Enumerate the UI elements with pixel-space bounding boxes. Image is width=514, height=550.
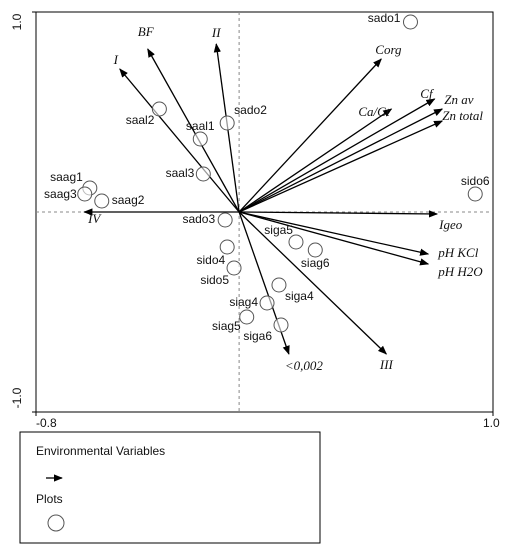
variable-arrow — [239, 210, 439, 218]
variable-label: II — [211, 25, 221, 40]
variable-arrow — [119, 68, 240, 213]
plot-point — [151, 101, 167, 117]
variable-label: Corg — [375, 42, 402, 57]
plot-point — [307, 242, 323, 258]
variable-arrow — [238, 211, 430, 256]
plot-point — [217, 212, 233, 228]
plot-label: saal2 — [126, 113, 155, 127]
plot-point — [219, 239, 235, 255]
variable-label: I — [113, 52, 119, 67]
plot-label: sado2 — [234, 103, 267, 117]
y-tick-label: -1.0 — [10, 387, 24, 408]
plot-label: siga5 — [264, 223, 293, 237]
legend-box — [19, 431, 321, 544]
plot-label: siga6 — [243, 329, 272, 343]
variable-arrow — [238, 108, 393, 213]
y-tick-label: 1.0 — [10, 13, 24, 30]
plot-point — [271, 277, 287, 293]
variable-arrow — [238, 98, 436, 213]
variable-arrow — [238, 211, 430, 266]
plot-point — [402, 14, 418, 30]
plot-label: saal3 — [166, 166, 195, 180]
plot-label: sado1 — [368, 11, 401, 25]
variable-label: pH KCl — [437, 245, 478, 260]
plot-label: siag6 — [301, 256, 330, 270]
plot-label: siag4 — [229, 295, 258, 309]
variable-label: III — [379, 357, 394, 372]
plot-label: saal1 — [186, 119, 215, 133]
plot-point — [226, 260, 242, 276]
legend-circle — [47, 514, 65, 532]
variable-label: BF — [138, 24, 155, 39]
plot-point — [195, 166, 211, 182]
variable-label: IV — [87, 211, 102, 226]
variable-arrow — [238, 108, 444, 213]
variable-label: Igeo — [438, 217, 463, 232]
variable-arrow — [238, 58, 382, 213]
x-tick-label: -0.8 — [36, 416, 57, 430]
variable-label: Cf — [420, 86, 435, 101]
legend-label: Plots — [36, 492, 63, 506]
plot-point — [192, 131, 208, 147]
plot-point — [467, 186, 483, 202]
plot-label: saag1 — [50, 170, 83, 184]
plot-point — [273, 317, 289, 333]
plot-label: sido5 — [200, 273, 229, 287]
plot-point — [219, 115, 235, 131]
plot-label: siag5 — [212, 319, 241, 333]
plot-label: saag3 — [44, 187, 77, 201]
plot-point — [77, 186, 93, 202]
plot-point — [94, 193, 110, 209]
plot-point — [288, 234, 304, 250]
plot-point — [239, 309, 255, 325]
variable-label: <0,002 — [285, 358, 324, 373]
x-tick-label: 1.0 — [483, 416, 500, 430]
variable-label: Zn total — [442, 108, 483, 123]
legend-label: Environmental Variables — [36, 444, 165, 458]
plot-label: saag2 — [112, 193, 145, 207]
plot-label: sado3 — [182, 212, 215, 226]
plot-label: sido6 — [461, 174, 490, 188]
variable-arrow — [238, 211, 388, 355]
variable-label: Ca/Ct — [358, 104, 389, 119]
plot-label: siga4 — [285, 289, 314, 303]
plot-label: sido4 — [196, 253, 225, 267]
variable-arrow — [238, 120, 444, 213]
variable-arrow — [147, 48, 240, 213]
variable-label: pH H2O — [437, 264, 483, 279]
plot-point — [259, 295, 275, 311]
variable-label: Zn av — [444, 92, 473, 107]
